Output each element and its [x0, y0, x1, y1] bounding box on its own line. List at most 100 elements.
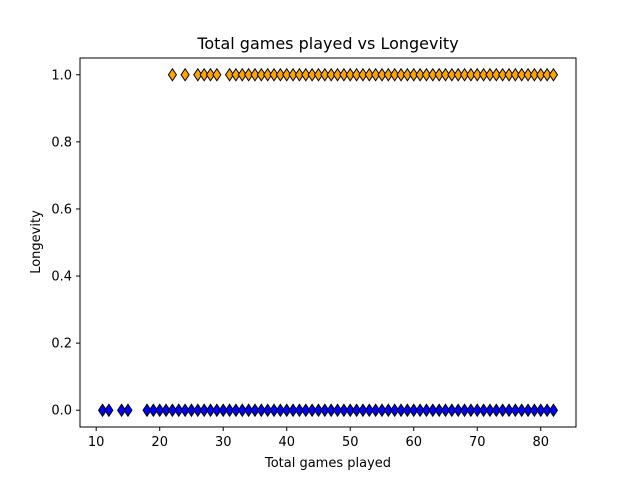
- series-1-point-42: [453, 67, 463, 82]
- series-0-point-16: [218, 403, 228, 418]
- series-1-point-15: [282, 67, 292, 82]
- series-0-point-56: [472, 403, 482, 418]
- plot-frame: [79, 57, 577, 428]
- series-1-point-17: [294, 67, 305, 82]
- series-0-point-18: [231, 403, 241, 418]
- series-0-point-61: [504, 403, 514, 418]
- series-1-point-31: [383, 67, 393, 82]
- series-1-point-56: [542, 67, 552, 82]
- series-1-point-18: [301, 67, 311, 82]
- series-0-point-4: [142, 403, 152, 418]
- series-1-point-9: [244, 67, 254, 82]
- series-1-point-44: [466, 67, 476, 82]
- series-1-point-1: [180, 67, 190, 82]
- series-0-point-50: [434, 403, 444, 418]
- series-0-point-44: [396, 403, 406, 418]
- series-1-point-11: [256, 67, 266, 82]
- data-markers: [97, 67, 559, 418]
- series-0-point-53: [453, 403, 463, 418]
- series-0-point-11: [186, 403, 197, 418]
- series-0-point-8: [167, 403, 178, 418]
- series-1-point-40: [440, 67, 451, 82]
- series-1-point-32: [390, 67, 400, 82]
- series-1-point-55: [536, 67, 546, 82]
- series-1-point-2: [193, 67, 203, 82]
- series-1-point-39: [434, 67, 444, 82]
- series-0-point-36: [345, 403, 355, 418]
- series-1-point-24: [339, 67, 349, 82]
- series-0-point-65: [529, 403, 540, 418]
- x-tick-label-4: 50: [342, 435, 359, 450]
- series-1-point-46: [478, 67, 489, 82]
- series-0-point-1: [104, 403, 114, 418]
- series-1-point-7: [231, 67, 241, 82]
- series-0-point-6: [155, 403, 165, 418]
- series-1-point-10: [250, 67, 260, 82]
- series-1-point-29: [371, 67, 381, 82]
- y-tick-label-0: 0.0: [51, 404, 72, 419]
- series-0-point-33: [326, 403, 336, 418]
- series-0-point-35: [339, 403, 349, 418]
- series-1-point-27: [358, 67, 368, 82]
- series-1-point-0: [167, 67, 178, 82]
- y-tick-label-1: 0.2: [51, 337, 72, 352]
- x-tick-label-0: 10: [88, 435, 105, 450]
- series-1-point-36: [415, 67, 425, 82]
- series-0-point-31: [313, 403, 324, 418]
- series-1-point-43: [459, 67, 470, 82]
- series-0-point-43: [390, 403, 400, 418]
- series-1-point-45: [472, 67, 482, 82]
- series-0-point-0: [97, 403, 108, 418]
- y-tick-label-5: 1.0: [51, 68, 72, 83]
- y-axis-label: Longevity: [29, 210, 44, 274]
- series-0-point-49: [428, 403, 438, 418]
- series-0-point-48: [421, 403, 432, 418]
- series-0-point-26: [282, 403, 292, 418]
- series-1-point-47: [485, 67, 495, 82]
- series-0-point-12: [193, 403, 203, 418]
- series-0-point-57: [478, 403, 489, 418]
- y-axis-ticks: 0.0 0.2 0.4 0.6 0.8 1.0: [51, 68, 80, 419]
- series-0-point-46: [409, 403, 419, 418]
- series-0-point-47: [415, 403, 425, 418]
- series-1-point-26: [351, 67, 362, 82]
- series-0-point-38: [358, 403, 368, 418]
- series-0-point-68: [548, 403, 559, 418]
- series-0-point-25: [275, 403, 285, 418]
- series-1-point-13: [269, 67, 279, 82]
- series-1-point-21: [320, 67, 330, 82]
- series-0-point-63: [517, 403, 527, 418]
- series-1-point-34: [402, 67, 412, 82]
- x-tick-label-2: 30: [215, 435, 232, 450]
- series-0-point-41: [377, 403, 387, 418]
- series-0-point-62: [510, 403, 520, 418]
- x-tick-label-1: 20: [151, 435, 168, 450]
- series-0-point-15: [212, 403, 222, 418]
- series-0-point-27: [288, 403, 298, 418]
- series-1-point-50: [504, 67, 514, 82]
- series-1-point-14: [275, 67, 285, 82]
- series-0-point-13: [199, 403, 209, 418]
- series-0-point-59: [491, 403, 501, 418]
- series-0-point-40: [371, 403, 381, 418]
- series-0-point-32: [320, 403, 330, 418]
- series-1-point-28: [364, 67, 374, 82]
- x-tick-label-6: 70: [469, 435, 486, 450]
- series-0-point-30: [307, 403, 317, 418]
- series-1-point-37: [421, 67, 432, 82]
- series-0-point-66: [536, 403, 546, 418]
- x-tick-label-3: 40: [278, 435, 295, 450]
- series-1-point-33: [396, 67, 406, 82]
- y-tick-label-3: 0.6: [51, 202, 72, 217]
- series-1-point-4: [205, 67, 216, 82]
- series-0-point-2: [116, 403, 127, 418]
- series-0-point-5: [148, 403, 158, 418]
- series-0-point-19: [237, 403, 247, 418]
- series-1-point-25: [345, 67, 355, 82]
- series-1-point-41: [447, 67, 457, 82]
- x-tick-label-7: 80: [532, 435, 549, 450]
- series-1-point-22: [326, 67, 336, 82]
- series-1-point-16: [288, 67, 298, 82]
- x-tick-label-5: 60: [405, 435, 422, 450]
- series-1-point-6: [224, 67, 235, 82]
